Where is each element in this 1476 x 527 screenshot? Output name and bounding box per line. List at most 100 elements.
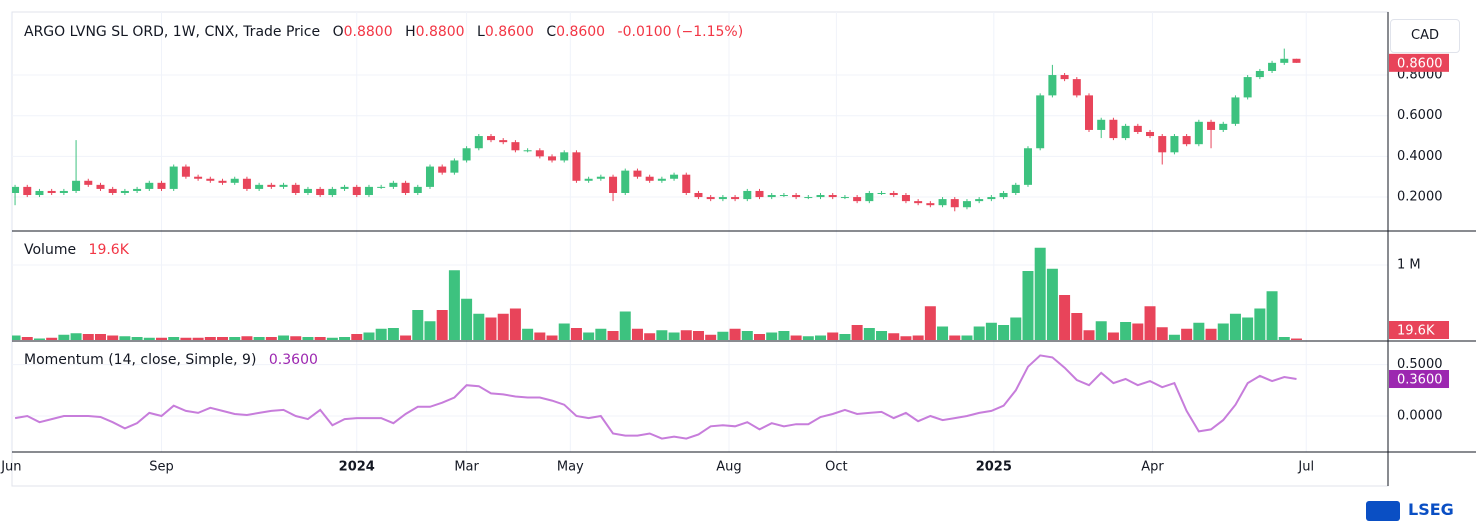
last-value-label: 0.8600 [1397,56,1443,71]
volume-bar [70,333,82,340]
candle-body [523,150,532,152]
candle-body [35,190,44,196]
candle-body [328,188,337,196]
candle-body [926,203,935,206]
volume-bar [387,328,399,340]
candle-body [767,195,776,198]
candle-body [975,199,984,202]
candle-body [1268,62,1277,71]
x-tick-label: Jul [1297,460,1314,475]
y-tick-label: 1 M [1397,258,1421,273]
volume-bar [1107,332,1119,340]
candle-body [425,166,434,187]
candle-body [12,186,20,193]
frame [11,11,1389,487]
volume-bar [851,325,863,340]
price-legend: ARGO LVNG SL ORD, 1W, CNX, Trade Price O… [24,24,743,40]
x-tick-label: May [557,460,584,475]
candle-body [1158,136,1167,153]
candle-body [779,195,788,197]
candle-body [389,182,398,187]
volume-bar [656,330,668,340]
marks [12,48,1302,440]
volume-bar [522,328,534,340]
volume-bar [924,306,936,340]
volume-bar [827,332,839,340]
volume-bar [546,335,558,340]
candle-body [1170,136,1179,153]
y-tick-label: 0.6000 [1397,108,1443,123]
volume-bar [607,331,619,340]
volume-bar [912,335,924,340]
volume-bar [1059,295,1071,340]
candle-body [840,197,849,199]
candle-body [584,178,593,181]
candle-body [352,186,361,196]
candle-body [1060,75,1069,80]
candle-body [181,166,190,177]
candle-body [511,142,520,151]
candle-body [230,178,239,183]
volume-bar [375,328,387,340]
volume-bar [1168,334,1180,340]
volume-bar [46,337,58,340]
last-value-tag [1389,53,1449,72]
x-tick-label: Aug [716,460,741,475]
volume-bar [534,332,546,340]
candle-body [279,184,288,187]
volume-bar [229,337,241,340]
candle-body [816,195,825,198]
volume-bar [363,332,375,340]
volume-bar [265,337,277,340]
change-pct: (−1.15%) [676,24,744,40]
candle-body [1036,95,1045,149]
change: -0.0100 [617,24,672,40]
candle-body [1097,119,1106,130]
volume-bar [1095,321,1107,340]
volume-bar [21,337,33,340]
candle-body [987,197,996,200]
candle-body [1219,123,1228,130]
candle-body [718,197,727,200]
candle-body [535,150,544,157]
candle-body [157,182,166,189]
candle-body [340,186,349,189]
volume-bar [595,328,607,340]
volume-bar [497,313,509,340]
volume-bar [12,335,21,340]
momentum-line [14,354,1297,440]
candle-body [706,197,715,200]
volume-bar [119,336,131,340]
candle-body [682,174,691,193]
volume-bar [107,335,119,340]
volume-bar [448,270,460,340]
candle-body [914,201,923,204]
candle-body [962,201,971,208]
volume-bar [619,311,631,340]
candle-body [413,186,422,193]
candle-body [548,156,557,161]
candle-body [1194,121,1203,145]
volume-bar [143,337,155,340]
volume-bar [631,328,643,340]
x-tick-label: 2025 [976,460,1012,475]
volume-bar [741,331,753,340]
volume-bar [326,337,338,340]
ohlc-key: O [332,24,344,40]
volume-bar [1022,271,1034,340]
volume-bar [1083,330,1095,340]
volume-bar [888,333,900,340]
volume-bar [1181,328,1193,340]
candle-body [145,182,154,189]
y-tick-label: 0.4000 [1397,149,1443,164]
currency-button[interactable]: CAD [1390,19,1460,53]
y-tick-label: 0.5000 [1397,357,1443,372]
volume-bar [680,330,692,340]
volume-bar [180,337,192,340]
candle-body [194,176,203,179]
volume-bar [314,337,326,340]
volume-bar [778,331,790,340]
candle-body [865,192,874,202]
